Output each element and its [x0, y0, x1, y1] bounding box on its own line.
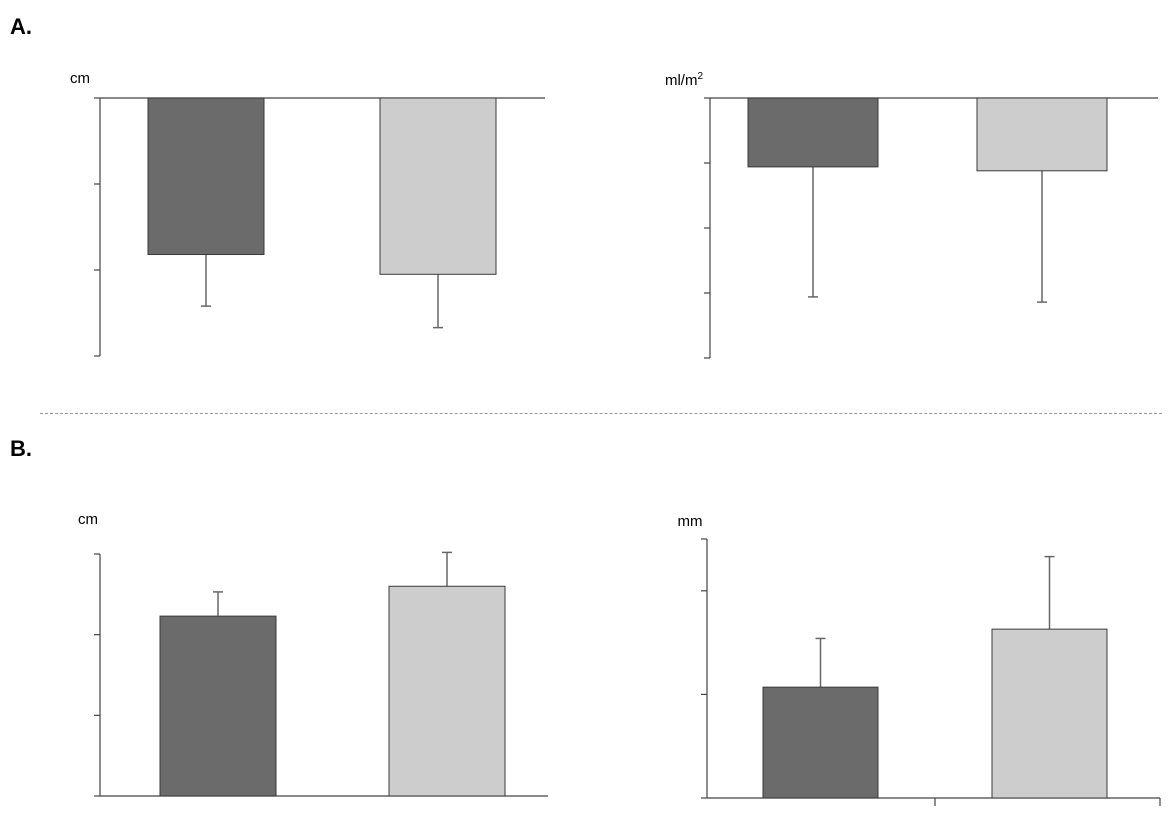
unit-label: mm — [678, 513, 703, 530]
unit-label: cm — [70, 70, 90, 87]
bar-degenerative — [388, 585, 506, 797]
bar-degenerative — [991, 628, 1108, 799]
section-divider — [40, 413, 1162, 414]
bar-genetic — [147, 97, 265, 256]
unit-label: ml/m2 — [665, 71, 704, 89]
unit-text: cm — [70, 70, 90, 87]
unit-text: ml/m — [665, 72, 698, 89]
chart-descending-thoracic-size: cm — [78, 511, 548, 797]
bar-degenerative — [976, 97, 1108, 172]
bar-degenerative — [379, 97, 497, 275]
chart-descending-wall-thickness: mm — [678, 513, 1161, 806]
unit-label: cm — [78, 511, 98, 528]
unit-text: cm — [78, 511, 98, 528]
section-label-a: A. — [10, 14, 32, 39]
bar-genetic — [762, 686, 879, 799]
chart-lv-stroke-volume: ml/m2 — [665, 71, 1158, 359]
section-label-b: B. — [10, 436, 32, 461]
chart-ascending-thoracic-size: cm — [70, 70, 545, 357]
unit-text: mm — [678, 513, 703, 530]
unit-superscript: 2 — [697, 71, 703, 82]
bar-genetic — [747, 97, 879, 168]
bar-genetic — [159, 615, 277, 797]
